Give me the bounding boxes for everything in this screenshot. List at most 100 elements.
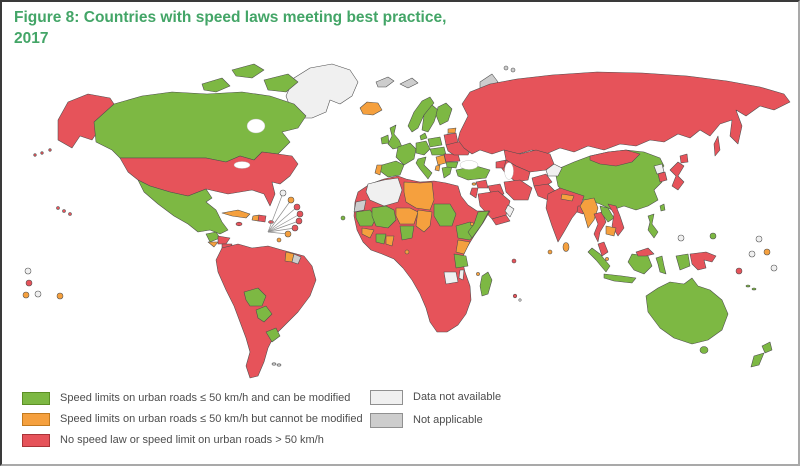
country-portugal	[374, 164, 383, 176]
country-mali	[371, 205, 397, 229]
country-iceland	[359, 101, 383, 116]
country-sweden	[421, 104, 439, 133]
country-tanzania	[453, 253, 469, 269]
reunion-island	[518, 298, 522, 302]
legend-data-availability: Data not available Not applicable	[370, 389, 501, 428]
country-bolivia	[243, 287, 267, 307]
hawaii-islands	[68, 212, 72, 216]
legend-label: Speed limits on urban roads ≤ 50 km/h an…	[60, 392, 351, 404]
country-malawi	[458, 269, 465, 281]
country-chad	[415, 209, 433, 233]
legend-swatch-gray	[370, 412, 403, 428]
country-puerto-rico	[268, 220, 274, 224]
country-cuba	[221, 209, 251, 219]
territory-french-guiana	[291, 253, 302, 265]
country-ireland	[380, 134, 390, 145]
country-norway	[407, 96, 435, 133]
legend-label: Speed limits on urban roads ≤ 50 km/h bu…	[60, 413, 363, 425]
country-poland	[427, 136, 443, 148]
country-algeria	[365, 177, 403, 207]
caribbean-island	[295, 217, 303, 225]
country-albania	[434, 164, 441, 172]
country-marshall-islands	[755, 235, 763, 243]
country-zambia	[443, 271, 459, 285]
sakhalin-island	[713, 135, 721, 157]
pacific-island	[24, 267, 32, 275]
indonesia-sumatra	[587, 247, 611, 273]
legend-item-cannot-modify: Speed limits on urban roads ≤ 50 km/h bu…	[22, 412, 363, 426]
indonesia-borneo	[627, 253, 653, 275]
country-canada-arctic-island	[231, 63, 265, 79]
country-guinea	[361, 227, 375, 239]
legend-label: No speed law or speed limit on urban roa…	[60, 434, 324, 446]
country-cape-verde	[340, 215, 346, 221]
country-yemen	[491, 214, 511, 226]
country-kenya	[455, 239, 471, 255]
country-greenland	[285, 63, 359, 119]
aleutian-islands	[33, 153, 37, 157]
legend-item-can-modify: Speed limits on urban roads ≤ 50 km/h an…	[22, 391, 363, 405]
country-kiribati	[763, 248, 771, 256]
solomon-islands	[751, 287, 757, 291]
country-russia	[457, 71, 791, 155]
country-mauritius	[512, 293, 518, 299]
falkland-islands	[276, 363, 282, 367]
country-iran	[503, 179, 533, 201]
country-philippines	[647, 213, 659, 239]
country-bulgaria	[445, 161, 459, 169]
country-madagascar	[479, 271, 493, 297]
country-vietnam	[607, 203, 625, 237]
aleutian-islands	[48, 148, 52, 152]
country-el-salvador	[207, 241, 219, 248]
country-malaysia	[597, 241, 609, 257]
country-papua-new-guinea	[689, 251, 717, 271]
legend-swatch-green	[22, 391, 50, 405]
legend-label: Not applicable	[413, 414, 483, 426]
country-jamaica	[235, 221, 243, 227]
country-mexico	[137, 179, 229, 235]
legend-swatch-red	[22, 433, 50, 447]
country-micronesia	[709, 232, 717, 240]
country-canada	[93, 91, 307, 163]
country-oman	[504, 204, 515, 218]
country-australia	[645, 277, 729, 345]
pacific-island	[25, 279, 33, 287]
indonesia-java	[603, 273, 637, 284]
country-nigeria	[399, 225, 415, 241]
country-sao-tome	[404, 249, 410, 255]
country-mauritania	[355, 209, 377, 227]
country-seychelles	[511, 258, 517, 264]
tasmania-island	[699, 346, 709, 354]
country-nepal	[560, 193, 575, 202]
country-laos	[599, 205, 615, 223]
region-central-europe	[429, 146, 447, 156]
country-somalia	[467, 210, 490, 239]
region-kyrgyzstan-tajikistan	[545, 163, 563, 177]
legend-swatch-orange	[22, 412, 50, 426]
hudson-bay	[246, 118, 266, 134]
country-sudan	[433, 203, 457, 227]
country-mongolia	[589, 149, 641, 167]
pacific-island	[56, 292, 64, 300]
country-denmark	[419, 132, 428, 141]
region-caucasus	[495, 159, 507, 169]
legend-item-not-applicable: Not applicable	[370, 412, 501, 428]
country-taiwan	[659, 203, 666, 212]
country-myanmar	[579, 197, 599, 229]
caspian-sea	[504, 162, 514, 180]
country-south-korea	[657, 171, 668, 183]
country-syria	[475, 179, 489, 189]
country-united-kingdom	[387, 124, 403, 150]
territory-western-sahara	[353, 199, 367, 213]
figure-title: Figure 8: Countries with speed laws meet…	[14, 9, 447, 47]
country-italy	[415, 156, 433, 180]
legend-swatch-light-gray	[370, 389, 403, 405]
country-samoa	[770, 264, 778, 272]
country-germany	[415, 140, 431, 156]
country-maldives	[547, 249, 553, 255]
region-jordan-israel	[469, 187, 479, 199]
country-japan-honshu	[669, 161, 685, 191]
caribbean-island	[291, 224, 299, 232]
pacific-island	[34, 290, 42, 298]
